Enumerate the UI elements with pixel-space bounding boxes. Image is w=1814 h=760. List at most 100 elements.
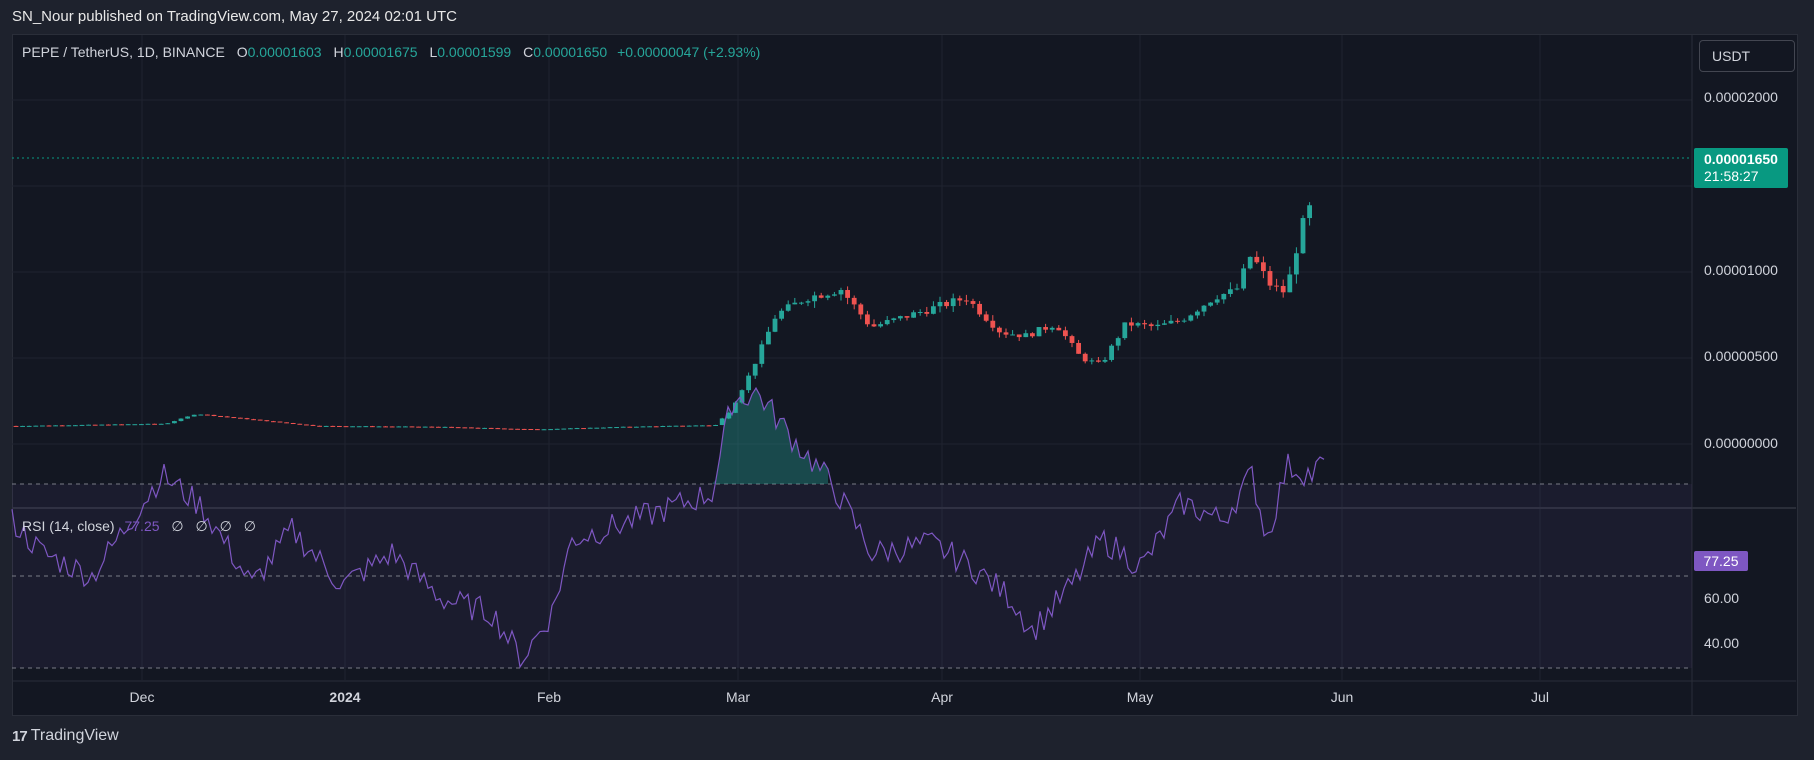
candle-body <box>1069 336 1075 343</box>
rsi-overbought-fill <box>708 388 828 484</box>
price-label-05: 0.00000500 <box>1704 348 1778 364</box>
candle-body <box>640 426 646 428</box>
candle-body <box>700 425 705 427</box>
high-value: 0.00001675 <box>343 44 418 60</box>
candle-body <box>917 312 923 314</box>
candle-body <box>977 303 982 315</box>
change-value: +0.00000047 (+2.93%) <box>617 44 761 60</box>
candle-body <box>1267 271 1273 286</box>
candle-body <box>726 412 732 419</box>
price-label-0: 0.00000000 <box>1704 435 1778 451</box>
candle-body <box>1181 320 1187 322</box>
candle-body <box>898 316 903 319</box>
candle-body <box>1089 360 1095 362</box>
candle-body <box>521 428 527 430</box>
candle-body <box>924 312 930 314</box>
candle-body <box>1221 293 1227 300</box>
candle-body <box>304 424 309 426</box>
symbol-title[interactable]: PEPE / TetherUS, 1D, BINANCE <box>22 44 225 60</box>
candle-body <box>73 425 78 427</box>
candle-body <box>1247 256 1253 269</box>
candle-body <box>257 419 263 421</box>
candle-body <box>442 426 448 428</box>
candle-body <box>330 425 336 427</box>
candle-body <box>792 302 798 305</box>
candle-body <box>858 304 864 315</box>
candle-body <box>383 426 388 428</box>
footer-brand[interactable]: 17 TradingView <box>12 727 119 745</box>
candle-body <box>238 417 243 419</box>
candle-body <box>779 310 784 319</box>
candle-body <box>343 426 349 428</box>
candle-body <box>759 344 765 364</box>
candle-body <box>1201 305 1207 312</box>
candle-body <box>310 424 316 426</box>
candle-body <box>1030 333 1035 337</box>
currency-button[interactable]: USDT <box>1699 40 1795 72</box>
candle-body <box>660 426 666 428</box>
candle-body <box>178 418 184 422</box>
candle-body <box>1188 315 1194 321</box>
chart-panel[interactable] <box>12 34 1798 716</box>
candle-body <box>1195 311 1200 316</box>
candle-body <box>528 429 534 431</box>
candle-body <box>1115 338 1121 346</box>
time-label-mar: Mar <box>725 689 751 705</box>
candle-body <box>515 428 520 430</box>
rsi-na-1: ∅ <box>171 518 184 534</box>
candle-body <box>482 427 487 429</box>
candle-body <box>568 428 573 430</box>
rsi-title[interactable]: RSI (14, close) <box>22 518 115 534</box>
candle-body <box>317 425 322 427</box>
candle-body <box>693 425 699 427</box>
candle-body <box>911 312 916 318</box>
candle-body <box>350 426 355 428</box>
candle-body <box>416 426 421 428</box>
candle-body <box>957 298 963 301</box>
candle-body <box>264 420 270 422</box>
candle-body <box>59 425 65 427</box>
bar-countdown: 21:58:27 <box>1704 168 1759 184</box>
candle-body <box>449 426 454 428</box>
rsi-value-tag: 77.25 <box>1694 551 1748 571</box>
candle-body <box>1300 218 1306 254</box>
time-label-jul: Jul <box>1531 689 1549 705</box>
rsi-label-60: 60.00 <box>1704 590 1740 606</box>
candle-body <box>356 426 362 428</box>
candle-body <box>1274 285 1279 287</box>
candle-body <box>152 423 157 425</box>
candle-body <box>766 331 771 345</box>
candle-body <box>13 425 19 427</box>
candle-body <box>92 424 98 426</box>
candle-body <box>1003 332 1009 335</box>
candle-body <box>337 425 342 427</box>
candle-body <box>323 425 329 427</box>
candle-body <box>845 290 850 298</box>
candle-body <box>455 427 461 429</box>
candle-body <box>79 424 85 426</box>
candle-body <box>211 414 217 416</box>
time-label-dec: Dec <box>129 689 155 705</box>
candle-body <box>713 425 718 427</box>
candle-body <box>607 427 613 429</box>
candle-body <box>812 295 817 302</box>
time-label-2024: 2024 <box>329 689 361 705</box>
candle-body <box>66 425 72 427</box>
candle-body <box>429 426 435 428</box>
candle-body <box>686 425 692 427</box>
last-price-value: 0.00001650 <box>1704 151 1778 167</box>
candle-body <box>1122 322 1128 339</box>
candle-body <box>739 390 745 403</box>
candle-body <box>970 301 976 304</box>
candle-body <box>647 426 652 428</box>
candle-body <box>1208 302 1213 306</box>
candle-body <box>376 426 382 428</box>
candle-body <box>1168 320 1174 324</box>
candle-body <box>205 414 210 416</box>
candle-body <box>251 419 256 421</box>
candle-body <box>502 428 507 430</box>
candle-body <box>785 304 791 311</box>
rsi-na-4: ∅ <box>243 518 256 534</box>
candle-body <box>587 427 593 429</box>
